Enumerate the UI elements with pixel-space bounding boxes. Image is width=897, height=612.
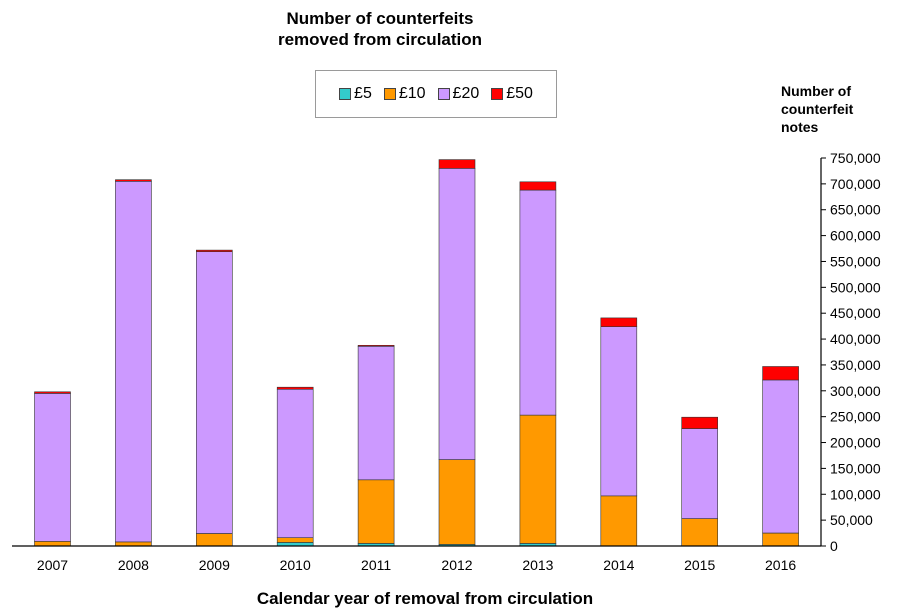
bar-2010-series-2 — [276, 388, 314, 539]
legend-label-5: £5 — [354, 85, 372, 102]
legend-item-5: £5 — [339, 85, 372, 103]
legend-swatch-10 — [383, 88, 396, 100]
y-tick-label-11: 550,000 — [830, 254, 881, 270]
bar-2008-series-1 — [115, 541, 152, 547]
bar-2010-series-3 — [276, 386, 314, 390]
x-tick-label-2009: 2009 — [199, 557, 230, 573]
x-tick-label-2012: 2012 — [441, 557, 472, 573]
x-tick-label-2011: 2011 — [361, 557, 391, 573]
y-tick-label-5: 250,000 — [830, 409, 881, 425]
x-axis-title: Calendar year of removal from circulatio… — [256, 589, 594, 608]
bar-2012-series-2 — [438, 168, 476, 460]
x-tick-label-2007: 2007 — [37, 557, 68, 573]
chart-title-line-2: removed from circulation — [277, 30, 483, 49]
legend-swatch-20 — [437, 88, 450, 100]
legend: £5 £10 £20 £50 — [315, 70, 557, 118]
bar-2014-series-3 — [600, 317, 638, 327]
y-tick-label-2: 100,000 — [830, 486, 881, 502]
y-axis-title-line-1: Number of — [781, 83, 851, 99]
x-tick-label-2008: 2008 — [118, 557, 149, 573]
bar-2016-series-2 — [762, 379, 799, 534]
bar-2007-series-3 — [34, 391, 71, 394]
bar-2012-series-1 — [438, 459, 476, 545]
bar-2013-series-1 — [519, 414, 557, 544]
bar-2011-series-3 — [357, 344, 395, 347]
y-tick-label-6: 300,000 — [830, 383, 881, 399]
bar-2015-series-1 — [681, 518, 719, 547]
y-axis-title-line-2: counterfeit — [781, 101, 854, 117]
bar-2009-series-3 — [196, 249, 233, 253]
bar-2012-series-3 — [438, 159, 476, 169]
bar-2011-series-2 — [357, 345, 395, 481]
x-tick-label-2016: 2016 — [765, 557, 796, 573]
x-tick-label-2015: 2015 — [684, 557, 715, 573]
y-tick-label-12: 600,000 — [830, 228, 881, 244]
x-tick-label-2010: 2010 — [280, 557, 311, 573]
bar-2009-series-2 — [196, 251, 233, 534]
bar-2007-series-2 — [34, 393, 71, 542]
bar-2009-series-1 — [196, 533, 233, 547]
legend-swatch-5 — [339, 88, 352, 100]
y-axis-title-line-3: notes — [781, 119, 819, 135]
legend-label-10: £10 — [398, 85, 426, 102]
y-tick-label-13: 650,000 — [830, 202, 881, 218]
bar-2015-series-3 — [681, 416, 719, 429]
y-tick-label-3: 150,000 — [830, 460, 881, 476]
y-tick-label-7: 350,000 — [830, 357, 881, 373]
y-axis-title: Number of counterfeit notes — [781, 82, 891, 136]
x-tick-label-2014: 2014 — [603, 557, 634, 573]
y-tick-label-0: 0 — [830, 538, 838, 554]
y-tick-label-10: 500,000 — [830, 279, 881, 295]
bar-2007-series-1 — [34, 540, 71, 547]
y-tick-label-14: 700,000 — [830, 176, 881, 192]
y-tick-label-9: 450,000 — [830, 305, 881, 321]
chart-title-line-1: Number of counterfeits — [286, 9, 474, 28]
x-tick-label-2013: 2013 — [522, 557, 553, 573]
y-tick-label-1: 50,000 — [830, 512, 873, 528]
legend-item-20: £20 — [437, 85, 480, 103]
legend-label-20: £20 — [452, 85, 480, 102]
bar-2015-series-2 — [681, 428, 719, 519]
bar-2008-series-2 — [115, 181, 152, 543]
bar-2016-series-1 — [762, 532, 799, 547]
bar-2011-series-1 — [357, 479, 395, 544]
y-tick-label-4: 200,000 — [830, 435, 881, 451]
y-tick-label-8: 400,000 — [830, 331, 881, 347]
bar-2010-series-1 — [276, 537, 314, 543]
bar-2008-series-3 — [115, 179, 152, 182]
chart-title: Number of counterfeits removed from circ… — [180, 8, 580, 50]
bar-2013-series-3 — [519, 181, 557, 191]
legend-label-50: £50 — [506, 85, 533, 102]
legend-item-50: £50 — [491, 85, 533, 103]
legend-item-10: £10 — [383, 85, 426, 103]
bar-2016-series-3 — [762, 366, 799, 381]
y-tick-label-15: 750,000 — [830, 150, 881, 166]
legend-swatch-50 — [491, 88, 504, 100]
bar-2014-series-2 — [600, 326, 638, 497]
bar-2013-series-2 — [519, 189, 557, 416]
bar-2014-series-1 — [600, 495, 638, 547]
